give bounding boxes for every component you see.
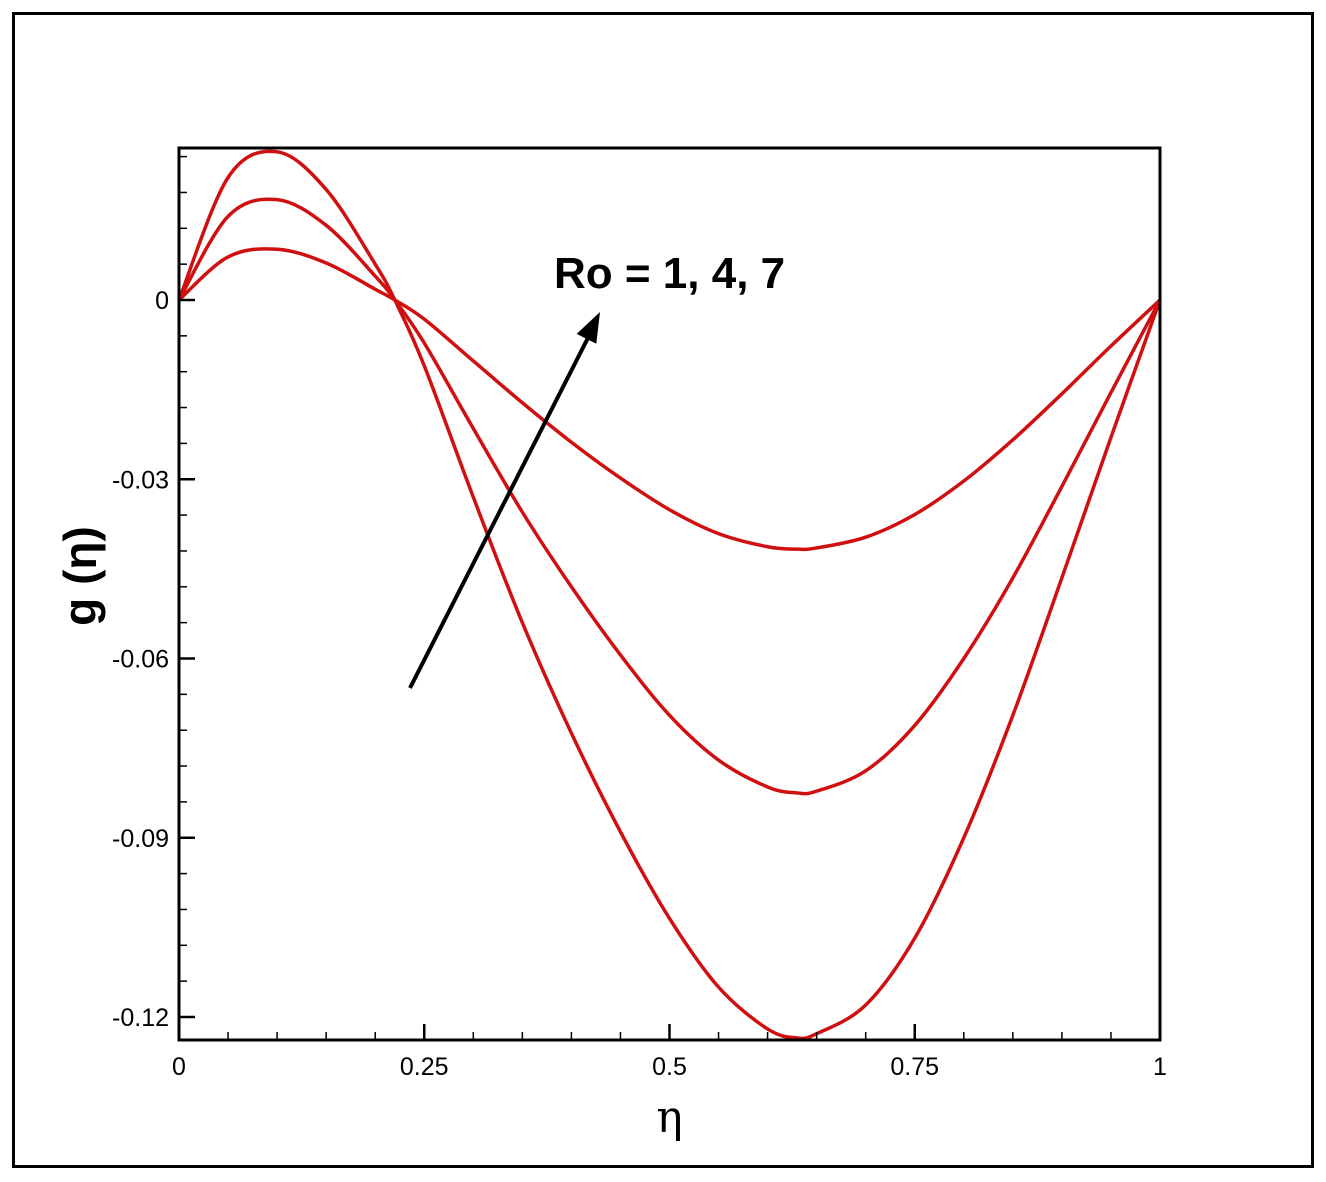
- x-axis-title: η: [656, 1092, 682, 1143]
- y-tick-label: 0: [155, 287, 169, 315]
- figure-frame: [12, 12, 1314, 1168]
- tick-group: 0 0.25 0.5 0.75 1 0 -0.03 -0.06 -0.09 -0.12: [112, 155, 1167, 1081]
- annotation-group: Ro = 1, 4, 7: [408, 249, 785, 689]
- x-tick-label: 0.25: [400, 1053, 449, 1081]
- y-tick-label: -0.12: [112, 1004, 169, 1032]
- annotation-label: Ro = 1, 4, 7: [554, 249, 785, 298]
- series-line-1: [177, 247, 1162, 552]
- y-tick-label: -0.09: [112, 825, 169, 853]
- series-line-3: [177, 149, 1162, 1041]
- x-tick-label: 0: [172, 1053, 186, 1081]
- x-tick-label: 0.75: [890, 1053, 939, 1081]
- y-tick-label: -0.06: [112, 646, 169, 674]
- increase-arrow-head: [576, 312, 600, 344]
- increase-arrow: [408, 325, 596, 689]
- y-tick-label: -0.03: [112, 466, 169, 494]
- y-axis-title: g (η): [54, 526, 106, 626]
- x-tick-label: 0.5: [652, 1053, 687, 1081]
- x-tick-label: 1: [1153, 1053, 1167, 1081]
- series-group: [177, 149, 1162, 1041]
- series-line-2: [177, 197, 1162, 796]
